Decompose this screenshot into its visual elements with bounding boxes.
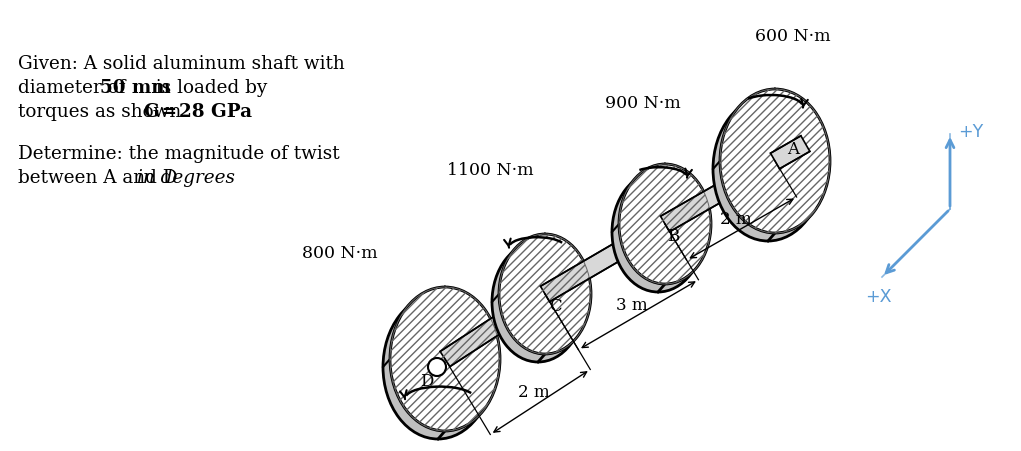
Ellipse shape (499, 235, 591, 354)
Text: diameter of: diameter of (18, 79, 132, 97)
Text: +X: +X (865, 287, 891, 305)
Ellipse shape (619, 165, 711, 285)
Circle shape (428, 358, 446, 376)
Ellipse shape (390, 287, 500, 431)
Text: 2 m: 2 m (519, 383, 550, 400)
Text: Determine: the magnitude of twist: Determine: the magnitude of twist (18, 145, 340, 163)
Text: C: C (548, 298, 562, 315)
Ellipse shape (713, 98, 823, 241)
Text: in degrees: in degrees (137, 169, 235, 187)
Text: torques as shown.: torques as shown. (18, 103, 193, 121)
Text: +Y: +Y (958, 123, 983, 141)
Text: 3 m: 3 m (617, 296, 648, 313)
Ellipse shape (612, 173, 704, 292)
Text: 900 N·m: 900 N·m (605, 95, 681, 112)
Text: 2 m: 2 m (720, 210, 751, 227)
Text: G = 28 GPa: G = 28 GPa (144, 103, 252, 121)
Ellipse shape (383, 295, 493, 439)
Text: A: A (787, 141, 799, 158)
Text: D: D (421, 373, 434, 390)
Text: 50 mm: 50 mm (99, 79, 171, 97)
Text: B: B (667, 228, 679, 245)
Polygon shape (417, 352, 450, 382)
Polygon shape (440, 287, 550, 367)
Text: between A and D: between A and D (18, 169, 184, 187)
Text: 1100 N·m: 1100 N·m (447, 161, 533, 179)
Polygon shape (540, 217, 670, 302)
Text: Given: A solid aluminum shaft with: Given: A solid aluminum shaft with (18, 55, 345, 73)
Polygon shape (771, 137, 810, 170)
Text: 800 N·m: 800 N·m (302, 244, 378, 262)
Ellipse shape (720, 90, 830, 234)
Ellipse shape (492, 243, 584, 362)
Text: is loaded by: is loaded by (150, 79, 268, 97)
Text: 600 N·m: 600 N·m (756, 28, 831, 45)
Polygon shape (661, 154, 779, 232)
